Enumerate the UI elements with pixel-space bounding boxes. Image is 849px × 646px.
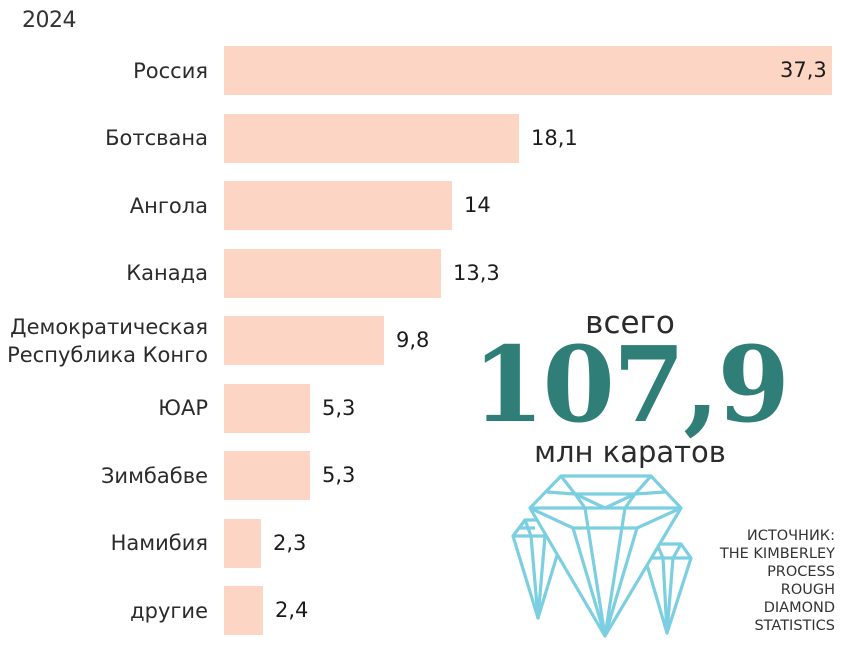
category-label-line: Канада <box>126 261 208 285</box>
category-label-line: Демократическая <box>10 314 208 339</box>
data-label: 2,3 <box>273 530 307 555</box>
year-label: 2024 <box>22 8 77 33</box>
category-label-line: Зимбабве <box>100 463 208 488</box>
data-label: 18,1 <box>531 125 578 150</box>
data-label: 5,3 <box>322 463 356 487</box>
diamond-icon <box>511 474 693 638</box>
data-label: 13,3 <box>453 260 500 285</box>
source-line: DIAMOND <box>763 600 835 616</box>
bar <box>224 518 261 568</box>
bar <box>224 451 310 500</box>
data-label: 14 <box>464 193 491 217</box>
category-label-line: Республика Конго <box>7 342 208 367</box>
bar <box>224 586 263 635</box>
category-label: Намибия <box>111 529 208 557</box>
category-label-line: Россия <box>133 58 208 83</box>
bar <box>224 316 384 365</box>
bar <box>224 181 452 230</box>
large-diamond-icon <box>528 474 683 638</box>
category-label-line: Ангола <box>129 193 208 218</box>
category-label-line: другие <box>130 598 208 623</box>
data-label: 9,8 <box>396 328 430 352</box>
category-label: Россия <box>133 57 208 85</box>
category-label: ЮАР <box>158 394 208 422</box>
category-label: Ботсвана <box>105 124 208 152</box>
category-label: Ангола <box>130 192 208 220</box>
category-label: другие <box>130 597 208 625</box>
bar <box>224 113 519 163</box>
data-label: 5,3 <box>322 395 356 420</box>
source-line: ROUGH <box>780 582 835 598</box>
data-label: 2,4 <box>275 598 309 622</box>
bar <box>224 383 310 433</box>
source-line: PROCESS <box>767 564 835 580</box>
category-label-line: ЮАР <box>158 396 208 420</box>
source-line: THE KIMBERLEY <box>719 546 835 562</box>
category-label: Демократическая Республика Конго <box>7 313 208 369</box>
total-unit: млн каратов <box>534 435 726 469</box>
total-value: 107,9 <box>472 323 790 446</box>
bar <box>224 46 832 95</box>
bar <box>224 248 441 298</box>
category-label: Канада <box>126 259 208 287</box>
source-line: ИСТОЧНИК: <box>746 528 835 544</box>
data-label: 37,3 <box>780 58 827 82</box>
source-note: ИСТОЧНИК: THE KIMBERLEY PROCESS ROUGH DI… <box>685 527 835 635</box>
category-label-line: Ботсвана <box>105 126 208 150</box>
category-label: Зимбабве <box>101 462 208 490</box>
source-line: STATISTICS <box>754 618 835 634</box>
category-label-line: Намибия <box>110 531 208 555</box>
total-caption: всего <box>585 305 675 341</box>
